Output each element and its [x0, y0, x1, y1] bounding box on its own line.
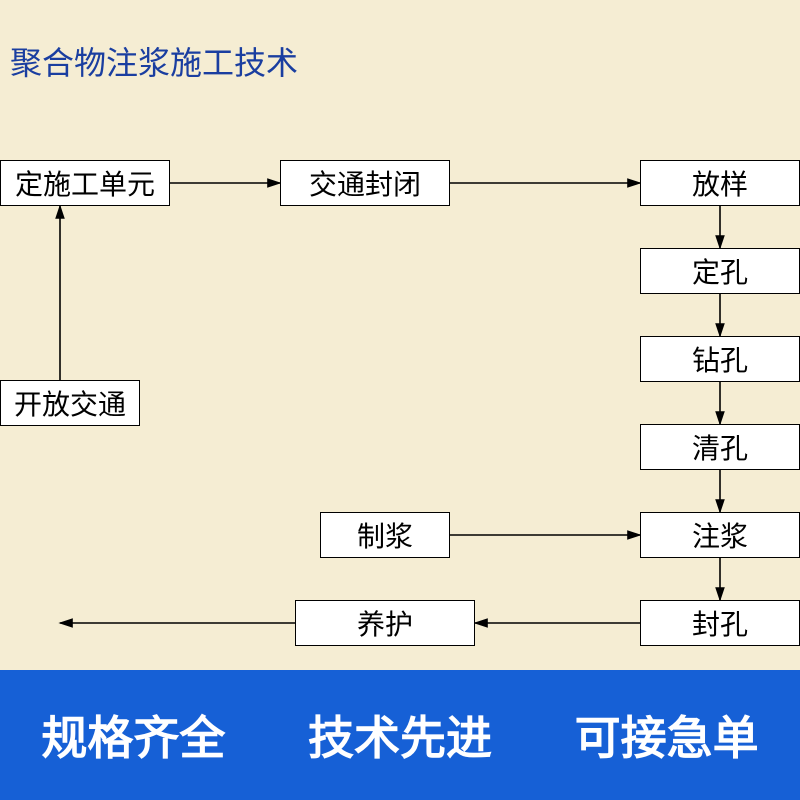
- flow-node-layout: 放样: [640, 160, 800, 206]
- flow-node-cure: 养护: [295, 600, 475, 646]
- flow-node-clean: 清孔: [640, 424, 800, 470]
- flow-node-close: 交通封闭: [280, 160, 450, 206]
- flow-node-unit: 定施工单元: [0, 160, 170, 206]
- flow-node-seal: 封孔: [640, 600, 800, 646]
- banner-item: 技术先进: [308, 702, 492, 768]
- flow-node-inject: 注浆: [640, 512, 800, 558]
- flow-node-hole: 定孔: [640, 248, 800, 294]
- flow-node-slurry: 制浆: [320, 512, 450, 558]
- bottom-banner: 规格齐全 技术先进 可接急单: [0, 670, 800, 800]
- diagram-canvas: 聚合物注浆施工技术 定施工单元交通封闭放样定孔钻孔清孔注浆封孔制浆养护开放交通 …: [0, 0, 800, 800]
- flow-node-open: 开放交通: [0, 380, 140, 426]
- banner-item: 规格齐全: [41, 702, 225, 768]
- banner-item: 可接急单: [575, 702, 759, 768]
- diagram-title: 聚合物注浆施工技术: [10, 38, 298, 84]
- flow-node-drill: 钻孔: [640, 336, 800, 382]
